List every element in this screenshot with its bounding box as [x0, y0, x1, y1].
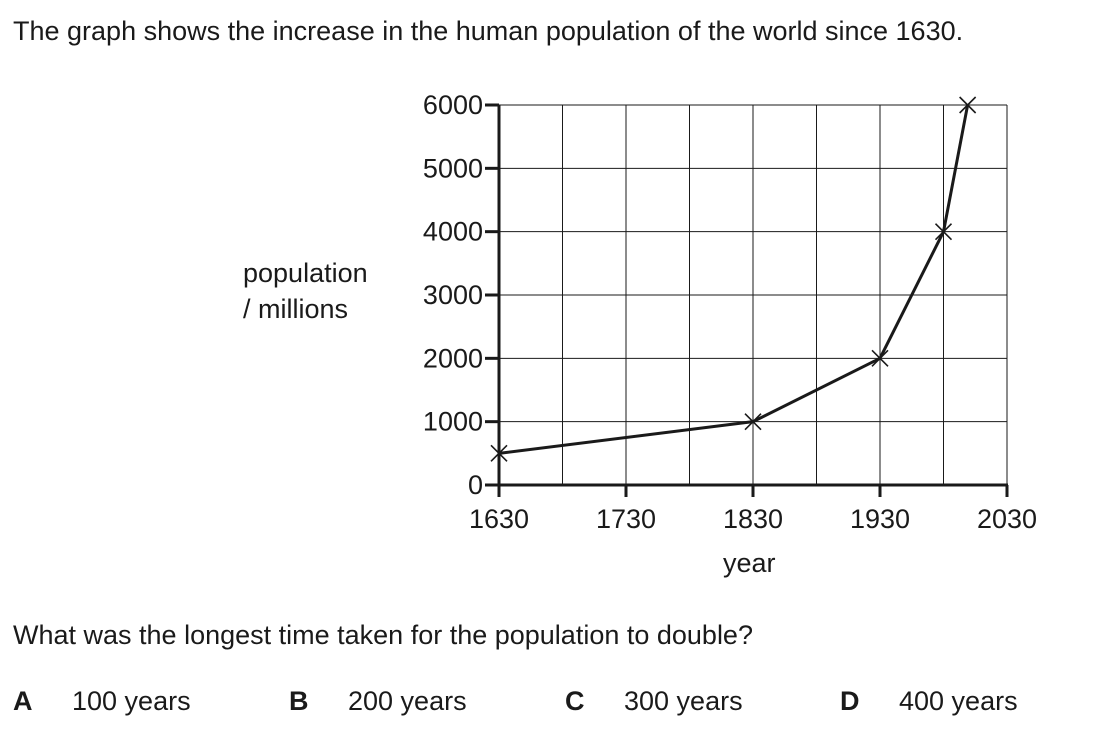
y-tick-label: 0 — [468, 470, 483, 500]
population-line — [498, 104, 970, 455]
option-d[interactable]: D 400 years — [840, 686, 1018, 716]
axes: 0 1000 2000 3000 4000 5000 6000 1630 1730 1830 193… — [423, 90, 1037, 534]
intro-text: The graph shows the increase in the huma… — [13, 16, 964, 46]
y-tick-label: 6000 — [423, 90, 483, 120]
y-axis-label-line-2: / millions — [243, 294, 349, 324]
data-point-marker — [490, 444, 508, 462]
option-b[interactable]: B 200 years — [289, 686, 467, 716]
option-a-text: 100 years — [72, 686, 191, 716]
answer-options: A 100 years B 200 years C 300 years D 40… — [0, 688, 1095, 728]
option-a[interactable]: A 100 years — [13, 686, 191, 716]
y-tick-label: 1000 — [423, 407, 483, 437]
data-point-marker — [871, 349, 889, 367]
y-tick-label: 2000 — [423, 343, 483, 373]
x-tick-label: 1930 — [850, 504, 910, 534]
y-axis-label-line-1: population — [243, 258, 368, 288]
population-series — [490, 96, 977, 462]
data-point-marker — [744, 413, 762, 431]
x-tick-label: 1630 — [469, 504, 529, 534]
data-point-marker — [934, 223, 953, 241]
x-tick-label: 2030 — [977, 504, 1037, 534]
option-c-text: 300 years — [624, 686, 743, 716]
grid-lines — [498, 104, 1008, 486]
option-d-text: 400 years — [899, 686, 1018, 716]
option-b-letter: B — [289, 686, 309, 716]
x-tick-label: 1830 — [723, 504, 783, 534]
x-axis-label: year — [723, 548, 776, 578]
y-tick-label: 5000 — [423, 153, 483, 183]
x-tick-label: 1730 — [596, 504, 656, 534]
option-a-letter: A — [13, 686, 33, 716]
data-point-marker — [959, 96, 977, 114]
y-axis-label: population / millions — [243, 255, 368, 327]
y-tick-label: 3000 — [423, 280, 483, 310]
option-c[interactable]: C 300 years — [565, 686, 743, 716]
question-text: What was the longest time taken for the … — [13, 620, 753, 650]
option-c-letter: C — [565, 686, 585, 716]
option-d-letter: D — [840, 686, 860, 716]
option-b-text: 200 years — [348, 686, 467, 716]
y-tick-label: 4000 — [423, 217, 483, 247]
